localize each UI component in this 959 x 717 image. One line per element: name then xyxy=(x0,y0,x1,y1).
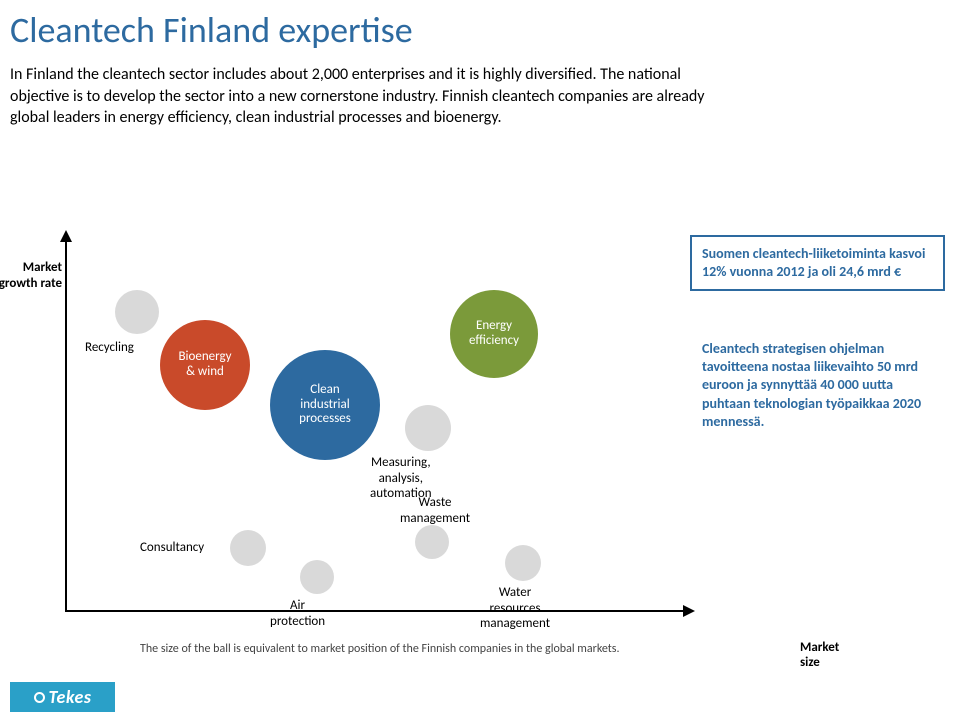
y-axis xyxy=(65,240,67,610)
bubble-waste xyxy=(415,525,449,559)
x-axis-arrow xyxy=(683,605,695,617)
bubble-label-water: Water resourcesmanagement xyxy=(480,585,550,632)
bubble-recycling xyxy=(115,290,159,334)
tekes-logo: Tekes xyxy=(10,682,115,712)
bubble-energy: Energyefficiency xyxy=(450,290,538,378)
callout-1: Cleantech strategisen ohjelman tavoittee… xyxy=(690,330,945,441)
chart-footnote: The size of the ball is equivalent to ma… xyxy=(140,642,620,656)
page-title: Cleantech Finland expertise xyxy=(10,8,413,52)
y-axis-arrow xyxy=(60,230,72,242)
bubble-bioenergy: Bioenergy& wind xyxy=(160,320,250,410)
bubble-cleanind: Cleanindustrialprocesses xyxy=(270,350,380,460)
bubble-label-waste: Wastemanagement xyxy=(400,495,470,526)
bubble-water xyxy=(505,545,541,581)
bubble-label-airprot: Air protection xyxy=(270,598,325,629)
bubble-consultancy xyxy=(230,530,266,566)
bubble-label-consultancy: Consultancy xyxy=(140,540,204,556)
bubble-measuring xyxy=(405,405,451,451)
x-axis xyxy=(65,610,685,612)
callout-0: Suomen cleantech-liiketoiminta kasvoi 12… xyxy=(690,235,945,291)
bubble-label-recycling: Recycling xyxy=(85,340,134,356)
x-axis-label: Market size xyxy=(800,640,839,670)
intro-paragraph: In Finland the cleantech sector includes… xyxy=(10,64,710,129)
bubble-airprot xyxy=(300,560,334,594)
y-axis-label: Market growth rate xyxy=(0,260,62,291)
